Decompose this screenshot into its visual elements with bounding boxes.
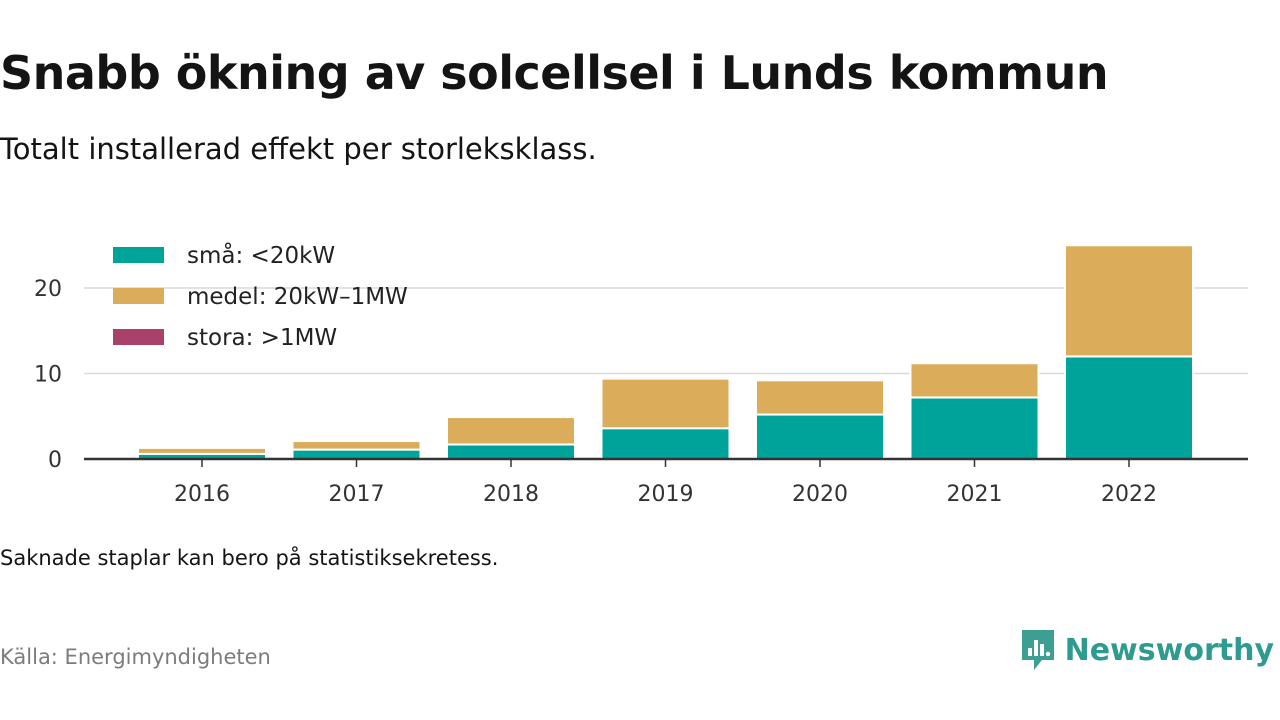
- x-tick-label: 2018: [483, 482, 539, 507]
- y-tick-label: 0: [48, 448, 62, 473]
- bar-2017-series-0: [291, 448, 422, 461]
- bar-2020-series-0: [755, 413, 885, 461]
- bar-2020-series-1: [755, 379, 885, 416]
- x-tick-label: 2017: [329, 482, 385, 507]
- gridlines: [84, 287, 1248, 375]
- bar-2022-series-1: [1064, 244, 1194, 358]
- x-tick-label: 2021: [947, 482, 1003, 507]
- bar-2016-series-1: [137, 446, 267, 455]
- legend-label: små: <20kW: [187, 241, 335, 269]
- x-tick-label: 2016: [174, 482, 230, 507]
- y-tick-label: 10: [34, 363, 62, 388]
- brand-logo: Newsworthy: [1020, 628, 1274, 672]
- bar-2017-series-1: [291, 440, 422, 451]
- legend: små: <20kW medel: 20kW–1MW stora: >1MW: [113, 241, 408, 351]
- legend-label: stora: >1MW: [187, 325, 337, 351]
- legend-swatch: [113, 247, 164, 263]
- bar-2019-series-1: [600, 377, 731, 430]
- x-tick-label: 2020: [792, 482, 848, 507]
- newsworthy-logo-icon: [1021, 630, 1054, 670]
- bar-2021-series-1: [909, 362, 1040, 399]
- y-axis-ticks: 0 10 20: [34, 277, 62, 473]
- y-tick-label: 20: [34, 277, 62, 302]
- x-tick-label: 2019: [638, 482, 694, 507]
- x-axis-ticks: 2016 2017 2018 2019 2020 2021 2022: [174, 459, 1157, 507]
- bar-2018-series-0: [446, 443, 576, 460]
- legend-swatch: [113, 288, 164, 304]
- footnote: Saknade staplar kan bero på statistiksek…: [0, 546, 499, 570]
- x-tick-label: 2022: [1101, 482, 1157, 507]
- legend-swatch: [113, 329, 164, 345]
- stacked-bar-chart: 0 10 20 2016 2017 2018 2019 2020 2021 2022 små: …: [34, 241, 1248, 507]
- bar-2018-series-1: [446, 416, 576, 446]
- legend-label: medel: 20kW–1MW: [187, 284, 408, 310]
- chart-subtitle: Totalt installerad effekt per storlekskl…: [0, 132, 597, 166]
- bar-2019-series-0: [600, 427, 731, 461]
- bar-2022-series-0: [1064, 355, 1194, 460]
- source-credit: Källa: Energimyndigheten: [0, 645, 271, 669]
- brand-name: Newsworthy: [1064, 632, 1274, 668]
- chart-title: Snabb ökning av solcellsel i Lunds kommu…: [0, 46, 1109, 100]
- bars: [137, 244, 1194, 461]
- bar-2021-series-0: [909, 396, 1040, 461]
